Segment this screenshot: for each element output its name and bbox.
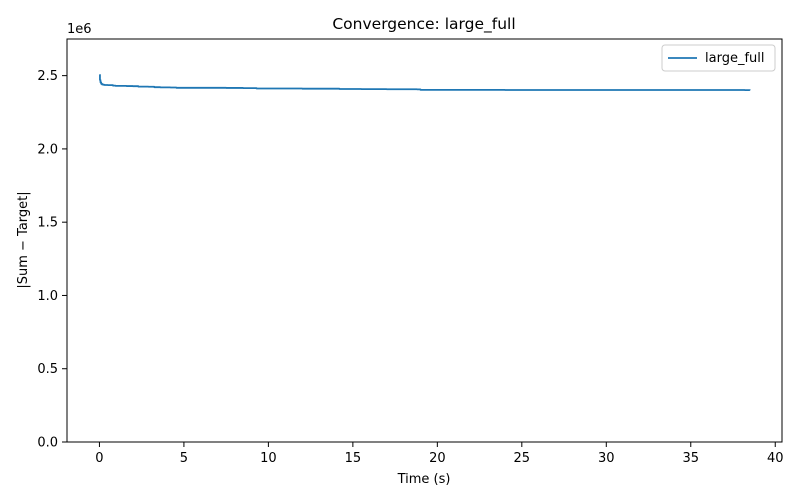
x-tick-label: 0 <box>95 451 103 466</box>
y-tick-label: 1.0 <box>37 289 58 304</box>
x-tick-label: 20 <box>429 451 446 466</box>
y-tick-label: 0.0 <box>37 436 58 451</box>
x-tick-label: 10 <box>260 451 277 466</box>
plot-area <box>99 74 751 92</box>
y-axis-label: |Sum − Target| <box>16 191 31 288</box>
y-tick-label: 2.0 <box>37 142 58 157</box>
x-axis: 0 5 10 15 20 25 30 35 40 <box>95 442 784 466</box>
y-offset-label: 1e6 <box>67 22 92 37</box>
chart-title: Convergence: large_full <box>332 15 515 34</box>
x-tick-label: 30 <box>598 451 615 466</box>
legend-entry-large-full: large_full <box>705 51 764 66</box>
y-tick-label: 1.5 <box>37 216 58 231</box>
x-tick-label: 5 <box>180 451 188 466</box>
x-tick-label: 25 <box>514 451 531 466</box>
y-tick-label: 2.5 <box>37 69 58 84</box>
y-tick-label: 0.5 <box>37 362 58 377</box>
legend-box <box>661 44 776 72</box>
series-line-large-full <box>99 74 751 92</box>
x-tick-label: 15 <box>345 451 362 466</box>
axes-frame <box>66 38 783 443</box>
x-axis-label: Time (s) <box>397 472 451 487</box>
legend: large_full <box>661 44 776 72</box>
x-tick-label: 35 <box>682 451 699 466</box>
x-tick-label: 40 <box>767 451 784 466</box>
y-axis: 0.0 0.5 1.0 1.5 2.0 2.5 <box>37 69 67 451</box>
